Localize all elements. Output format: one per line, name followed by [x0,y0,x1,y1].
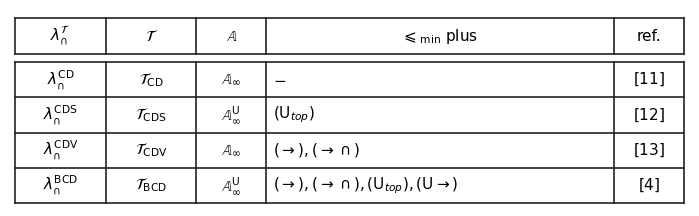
Text: $(\rightarrow),(\rightarrow\cap),(\mathrm{U}_{top}),(\mathrm{U}\rightarrow)$: $(\rightarrow),(\rightarrow\cap),(\mathr… [273,175,459,196]
Text: $\lambda_{\cap}^{\mathrm{CD}}$: $\lambda_{\cap}^{\mathrm{CD}}$ [47,68,75,92]
Text: $\mathcal{T}_{\mathrm{BCD}}$: $\mathcal{T}_{\mathrm{BCD}}$ [135,176,167,194]
Text: $[12]$: $[12]$ [633,106,665,124]
Text: $\mathbb{A}_{\infty}$: $\mathbb{A}_{\infty}$ [221,72,241,87]
Text: $(\mathrm{U}_{top})$: $(\mathrm{U}_{top})$ [273,105,315,125]
Text: $\lambda_{\cap}^{\mathrm{BCD}}$: $\lambda_{\cap}^{\mathrm{BCD}}$ [43,173,78,197]
Text: $\mathbb{A}_{\infty}^{\mathrm{U}}$: $\mathbb{A}_{\infty}^{\mathrm{U}}$ [221,175,241,196]
Text: $\mathcal{T}_{\mathrm{CDV}}$: $\mathcal{T}_{\mathrm{CDV}}$ [135,141,168,159]
Text: $-$: $-$ [273,72,286,87]
Text: $\mathcal{T}$: $\mathcal{T}$ [145,29,158,44]
Text: $[11]$: $[11]$ [633,71,665,88]
Text: $\mathbb{A}_{\infty}$: $\mathbb{A}_{\infty}$ [221,143,241,158]
Text: ref.: ref. [637,29,661,44]
Text: $\lambda_{\cap}^{\mathrm{CDV}}$: $\lambda_{\cap}^{\mathrm{CDV}}$ [43,138,78,162]
Text: $(\rightarrow),(\rightarrow\cap)$: $(\rightarrow),(\rightarrow\cap)$ [273,141,360,159]
Text: $\mathbb{A}_{\infty}^{\mathrm{U}}$: $\mathbb{A}_{\infty}^{\mathrm{U}}$ [221,105,241,125]
Text: $[13]$: $[13]$ [633,141,665,159]
Text: $\mathbb{A}$: $\mathbb{A}$ [226,29,237,44]
Text: $\mathcal{T}_{\mathrm{CDS}}$: $\mathcal{T}_{\mathrm{CDS}}$ [135,106,167,124]
Text: $[4]$: $[4]$ [637,177,660,194]
Text: $\mathcal{T}_{\mathrm{CD}}$: $\mathcal{T}_{\mathrm{CD}}$ [138,71,164,89]
Text: $\leqslant_{\mathrm{min}}$ plus: $\leqslant_{\mathrm{min}}$ plus [401,27,479,46]
Text: $\lambda_{\cap}^{\mathrm{CDS}}$: $\lambda_{\cap}^{\mathrm{CDS}}$ [43,103,78,127]
Text: $\lambda_{\cap}^{\mathcal{T}}$: $\lambda_{\cap}^{\mathcal{T}}$ [50,24,71,48]
